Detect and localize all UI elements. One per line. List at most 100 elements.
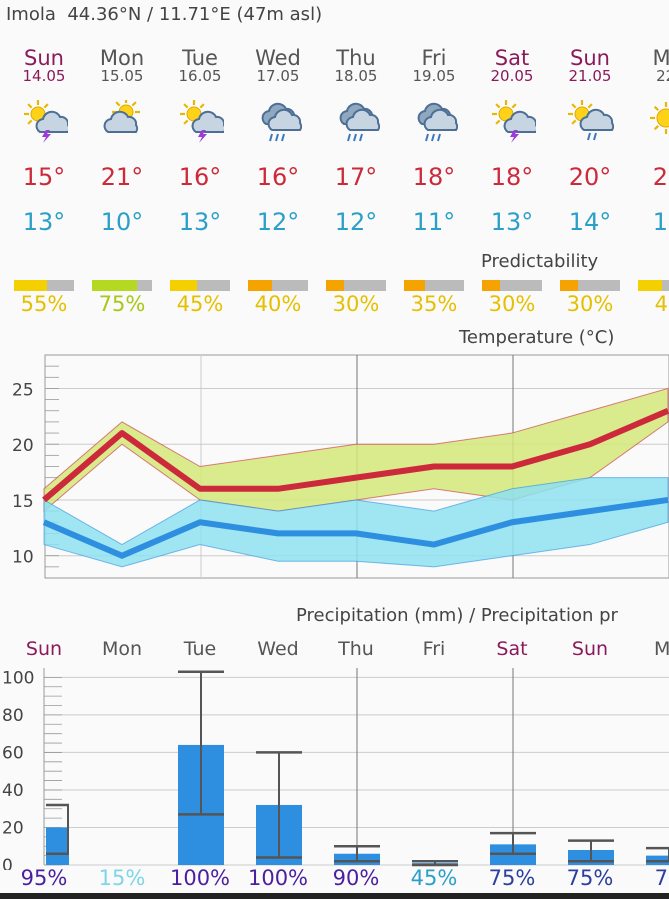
day-name: Mo bbox=[652, 46, 669, 70]
precip-day-label: Thu bbox=[338, 638, 374, 660]
day-date: 18.05 bbox=[334, 67, 378, 85]
day-column: Fri 19.05 bbox=[398, 46, 470, 85]
precip-ytick: 40 bbox=[2, 781, 24, 801]
min-temperature: 12° bbox=[334, 208, 378, 236]
rain-cloud-icon bbox=[254, 100, 303, 148]
temp-ytick: 10 bbox=[12, 548, 34, 568]
max-temperature: 18° bbox=[490, 163, 534, 191]
day-name: Sun bbox=[24, 46, 64, 70]
precip-ytick: 0 bbox=[2, 856, 13, 870]
day-date: 19.05 bbox=[412, 67, 456, 85]
predictability-bar bbox=[248, 280, 308, 291]
day-column: Sat 20.05 bbox=[476, 46, 548, 85]
predictability-fill bbox=[92, 280, 137, 291]
precip-day-label: Mo bbox=[653, 638, 669, 660]
predictability-bar bbox=[92, 280, 152, 291]
location-name: Imola bbox=[6, 4, 56, 25]
precip-probability: 90% bbox=[332, 866, 380, 890]
rain-cloud-icon bbox=[332, 100, 381, 148]
predictability-bar bbox=[560, 280, 620, 291]
day-column: Tue 16.05 bbox=[164, 46, 236, 85]
temp-ytick: 25 bbox=[12, 380, 34, 400]
min-temperature: 12° bbox=[256, 208, 300, 236]
temperature-title: Temperature (°C) bbox=[459, 327, 615, 348]
predictability-percent: 35% bbox=[410, 292, 458, 316]
precip-day-label: Sat bbox=[496, 638, 528, 660]
min-temperature: 11° bbox=[412, 208, 456, 236]
temperature-chart: 25 20 15 10 bbox=[12, 354, 669, 579]
day-column: Mo22. bbox=[632, 46, 669, 85]
predictability-fill bbox=[482, 280, 500, 291]
bottom-edge bbox=[0, 893, 669, 899]
rain-cloud-icon bbox=[410, 100, 459, 148]
day-name: Thu bbox=[336, 46, 376, 70]
min-temperature: 14° bbox=[568, 208, 612, 236]
day-column: Wed 17.05 bbox=[242, 46, 314, 85]
min-temperature: 13° bbox=[490, 208, 534, 236]
predictability-bar bbox=[326, 280, 386, 291]
predictability-fill bbox=[404, 280, 425, 291]
predictability-percent: 40 bbox=[654, 292, 669, 316]
shower-sun-icon bbox=[566, 100, 615, 148]
precip-ytick: 60 bbox=[2, 743, 24, 763]
predictability-percent: 75% bbox=[98, 292, 146, 316]
predictability-fill bbox=[248, 280, 272, 291]
day-name: Wed bbox=[255, 46, 301, 70]
min-temperature: 13° bbox=[178, 208, 222, 236]
day-name: Mon bbox=[99, 46, 145, 70]
precip-ytick: 80 bbox=[2, 706, 24, 726]
day-column: Sun 14.05 bbox=[8, 46, 80, 85]
day-name: Sun bbox=[570, 46, 610, 70]
max-temperature: 21° bbox=[100, 163, 144, 191]
max-temperature: 18° bbox=[412, 163, 456, 191]
max-temperature: 15° bbox=[22, 163, 66, 191]
day-column: Sun 21.05 bbox=[554, 46, 626, 85]
day-column: Thu 18.05 bbox=[320, 46, 392, 85]
precip-day-label: Sun bbox=[571, 638, 609, 660]
min-temperature-line bbox=[42, 496, 669, 559]
predictability-percent: 45% bbox=[176, 292, 224, 316]
day-name: Tue bbox=[182, 46, 218, 70]
day-date: 14.05 bbox=[22, 67, 66, 85]
precip-day-label: Wed bbox=[257, 638, 299, 660]
max-temperature: 20° bbox=[568, 163, 612, 191]
precip-ytick: 100 bbox=[2, 668, 34, 688]
precip-bar bbox=[46, 827, 69, 865]
precip-day-label: Fri bbox=[422, 638, 446, 660]
day-date: 20.05 bbox=[490, 67, 534, 85]
precip-probability: 75% bbox=[488, 866, 536, 890]
thunderstorm-sun-icon bbox=[20, 100, 71, 148]
temp-ytick: 15 bbox=[12, 492, 34, 512]
partly-cloudy-icon bbox=[98, 98, 146, 148]
predictability-bar bbox=[14, 280, 74, 291]
max-temperature: 16° bbox=[256, 163, 300, 191]
min-temperature-band bbox=[43, 477, 669, 568]
day-date: 17.05 bbox=[256, 67, 300, 85]
predictability-fill bbox=[638, 280, 662, 291]
thunderstorm-sun-icon bbox=[176, 100, 227, 148]
min-temperature: 15 bbox=[652, 208, 669, 236]
predictability-percent: 30% bbox=[488, 292, 536, 316]
thunderstorm-sun-icon bbox=[488, 100, 539, 148]
predictability-bar bbox=[404, 280, 464, 291]
predictability-bar bbox=[482, 280, 542, 291]
location-header: Imola 44.36°N / 11.71°E (47m asl) bbox=[6, 4, 322, 25]
max-temperature: 16° bbox=[178, 163, 222, 191]
predictability-fill bbox=[326, 280, 344, 291]
precip-probability: 75% bbox=[566, 866, 614, 890]
precip-probability: 45% bbox=[410, 866, 458, 890]
precip-probability: 75 bbox=[654, 866, 669, 890]
predictability-fill bbox=[560, 280, 578, 291]
precip-ytick: 20 bbox=[2, 818, 24, 838]
precipitation-title: Precipitation (mm) / Precipitation pr bbox=[296, 605, 618, 626]
predictability-percent: 40% bbox=[254, 292, 302, 316]
day-date: 22. bbox=[656, 67, 669, 85]
max-temperature: 17° bbox=[334, 163, 378, 191]
max-temperature-line bbox=[42, 407, 669, 503]
precipitation-chart: 100 80 60 40 20 0 bbox=[2, 668, 669, 870]
day-date: 21.05 bbox=[568, 67, 612, 85]
day-date: 15.05 bbox=[100, 67, 144, 85]
predictability-fill bbox=[170, 280, 197, 291]
precip-day-label: Sun bbox=[25, 638, 63, 660]
